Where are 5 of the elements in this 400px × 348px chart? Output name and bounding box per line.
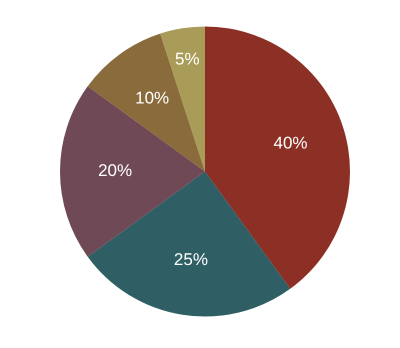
data-label: 20%	[98, 161, 132, 180]
data-label: 5%	[175, 49, 200, 68]
data-label: 10%	[135, 88, 170, 108]
data-label: 25%	[174, 250, 208, 269]
data-label: 40%	[273, 133, 308, 152]
